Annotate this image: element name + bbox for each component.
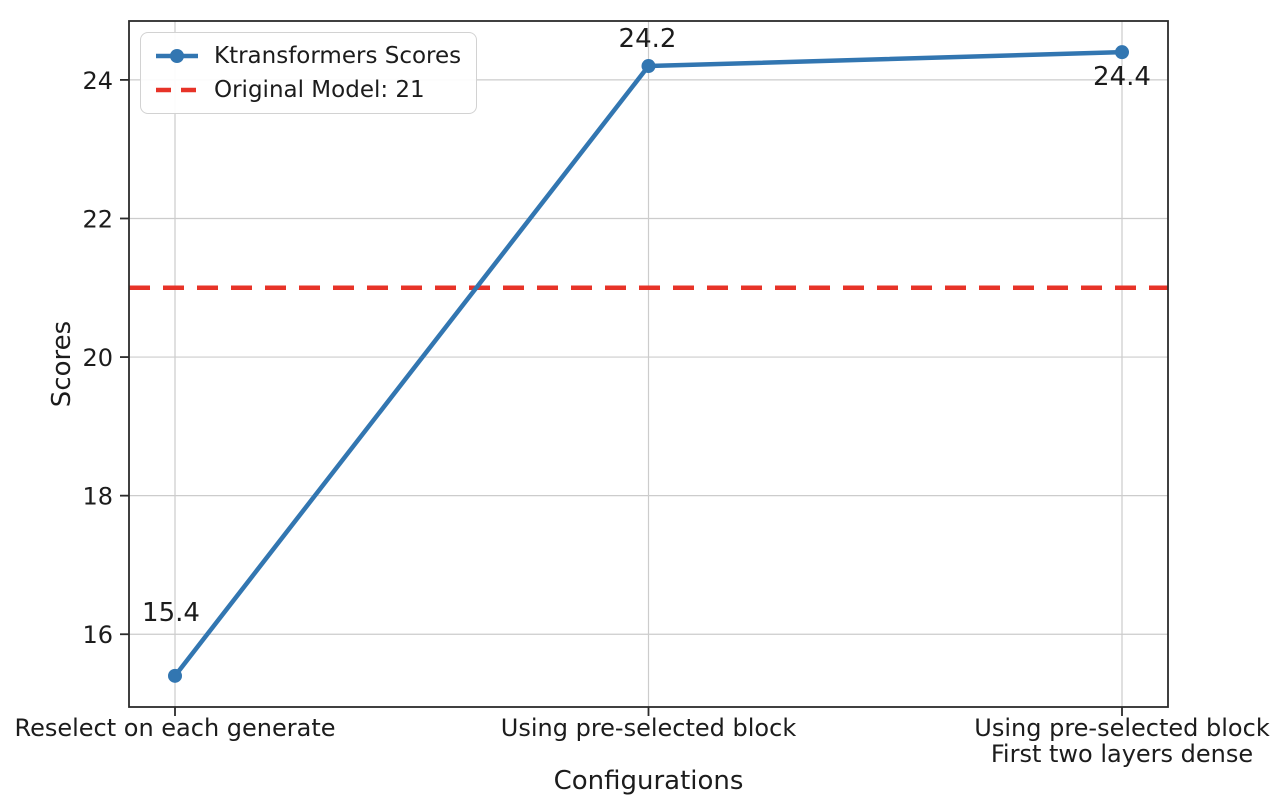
y-tick-label: 24 (82, 67, 113, 95)
data-point-marker (641, 59, 656, 74)
legend: Ktransformers Scores Original Model: 21 (140, 32, 478, 114)
legend-item: Ktransformers Scores (154, 42, 461, 70)
y-tick-label: 18 (82, 483, 113, 511)
data-label: 15.4 (142, 598, 200, 628)
x-tick-label: Using pre-selected block (501, 714, 797, 742)
data-point-marker (1115, 45, 1129, 60)
dashed-line-swatch-icon (156, 87, 198, 93)
legend-item: Original Model: 21 (154, 76, 461, 104)
line-marker-swatch-icon (156, 49, 198, 63)
y-tick-label: 16 (82, 621, 113, 649)
legend-item-label: Original Model: 21 (214, 77, 425, 103)
legend-item-label: Ktransformers Scores (214, 43, 462, 69)
x-tick-label: Reselect on each generate (14, 714, 335, 742)
y-axis-label: Scores (47, 320, 77, 408)
y-tick-label: 20 (82, 344, 113, 372)
data-label: 24.2 (619, 24, 677, 54)
data-label: 24.4 (1093, 62, 1151, 92)
x-axis-label: Configurations (553, 766, 744, 796)
data-point-marker (168, 668, 182, 683)
x-tick-label: First two layers dense (991, 740, 1253, 768)
y-tick-label: 22 (82, 205, 113, 233)
x-tick-label: Using pre-selected block (974, 714, 1270, 742)
